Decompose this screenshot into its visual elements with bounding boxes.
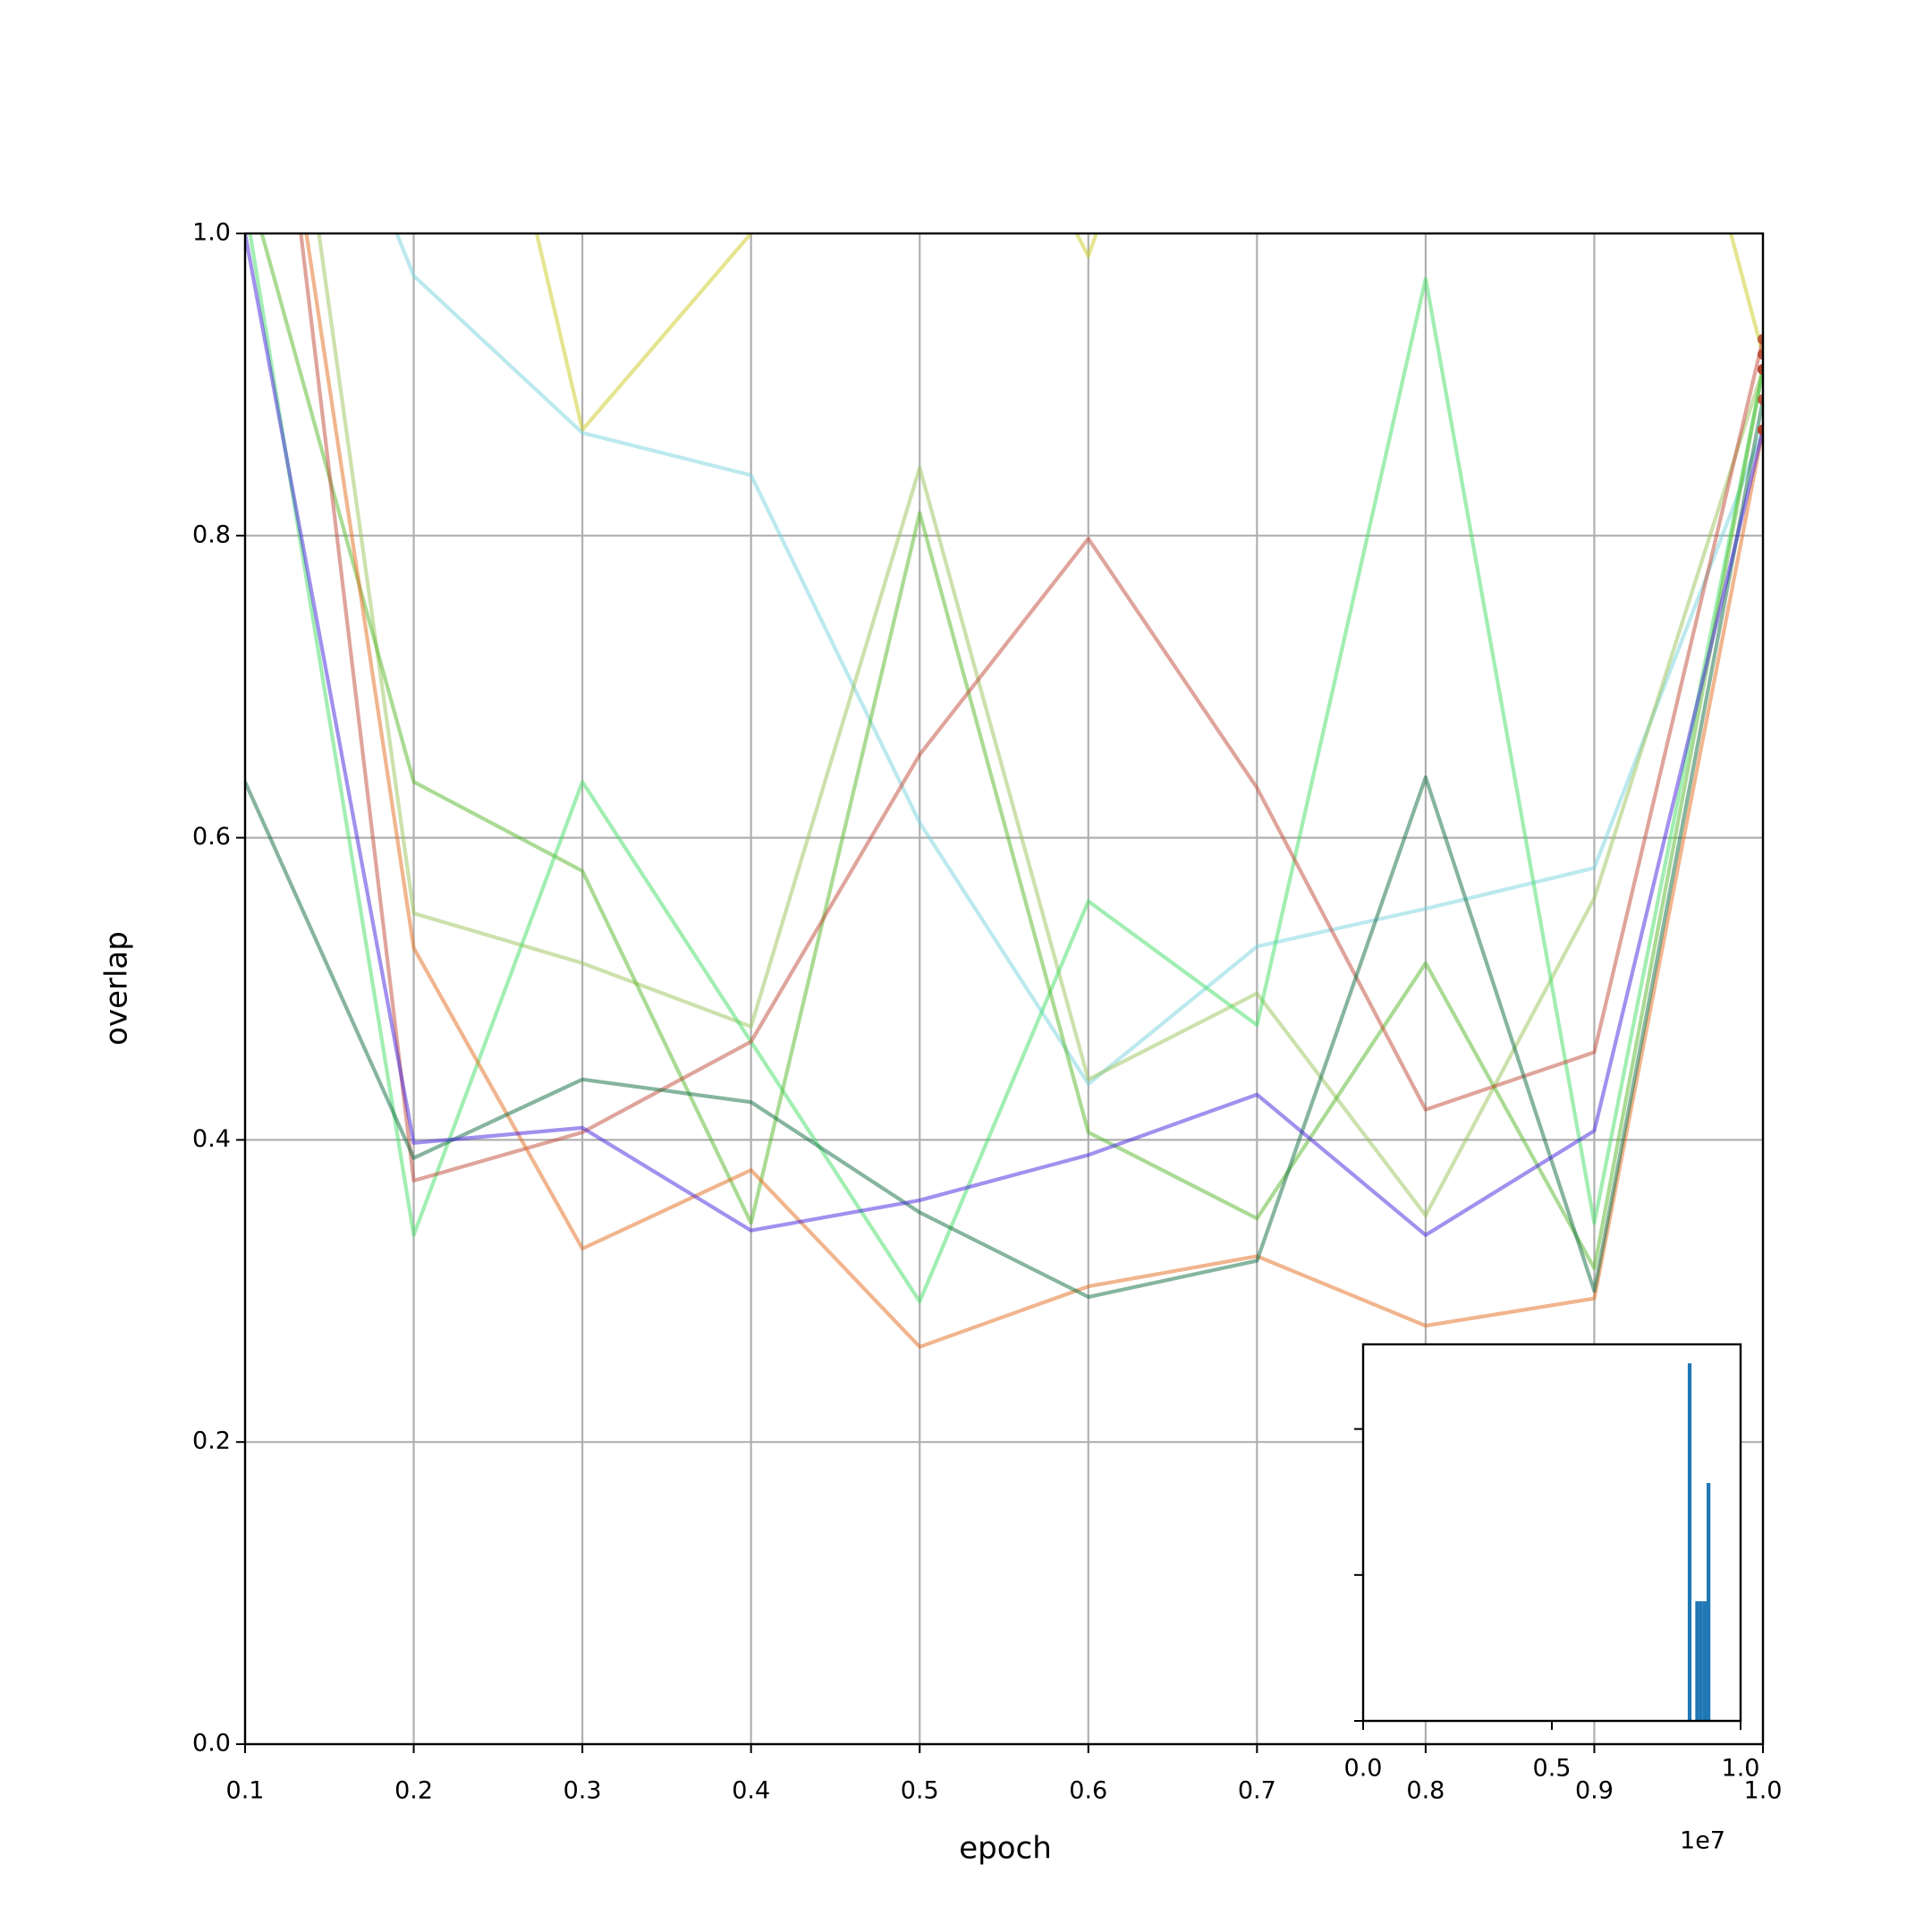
x-tick-label: 0.8 bbox=[1406, 1777, 1445, 1805]
series-line bbox=[317, 233, 1763, 1217]
x-tick-label: 1.0 bbox=[1722, 1755, 1760, 1783]
end-marker bbox=[1758, 394, 1763, 405]
hist-bar bbox=[1687, 1363, 1692, 1721]
x-tick-label: 0.6 bbox=[1069, 1777, 1107, 1805]
y-tick-label: 0.4 bbox=[192, 1125, 231, 1153]
y-tick-label: 0.8 bbox=[192, 521, 231, 548]
series-line bbox=[248, 233, 1763, 1304]
y-tick-label: 0.0 bbox=[192, 1730, 231, 1758]
hist-bar bbox=[1702, 1601, 1707, 1721]
hist-bar bbox=[1699, 1601, 1703, 1721]
x-axis-label: epoch bbox=[959, 1831, 1052, 1867]
hist-bar bbox=[1695, 1601, 1699, 1721]
series-line bbox=[304, 233, 1763, 1349]
series-line bbox=[259, 233, 1763, 1271]
x-tick-label: 0.0 bbox=[1344, 1755, 1383, 1783]
plot-lines bbox=[245, 233, 1763, 1349]
x-tick-label: 0.7 bbox=[1238, 1777, 1276, 1805]
x-tick-label: 0.5 bbox=[1533, 1755, 1572, 1783]
hist-bar bbox=[1707, 1483, 1711, 1721]
y-axis-label: overlap bbox=[99, 931, 135, 1046]
x-tick-label: 1.0 bbox=[1744, 1777, 1783, 1805]
series-line bbox=[245, 233, 1763, 1237]
series-line bbox=[394, 233, 1763, 1087]
end-marker bbox=[1758, 364, 1763, 376]
inset-frame bbox=[1361, 1343, 1742, 1723]
end-marker bbox=[1758, 424, 1763, 436]
series-line bbox=[299, 233, 1763, 1183]
x-tick-label: 0.9 bbox=[1575, 1777, 1614, 1805]
x-tick-label: 0.4 bbox=[732, 1777, 770, 1805]
x-tick-label: 0.5 bbox=[901, 1777, 939, 1805]
y-tick-label: 0.2 bbox=[192, 1428, 231, 1455]
end-marker bbox=[1758, 334, 1763, 345]
y-tick-label: 1.0 bbox=[192, 219, 231, 247]
x-tick-label: 0.2 bbox=[394, 1777, 433, 1805]
axes-frame bbox=[243, 232, 1765, 1746]
end-marker bbox=[1758, 349, 1763, 360]
x-offset-label: 1e7 bbox=[1680, 1827, 1725, 1855]
series-line bbox=[245, 399, 1763, 1300]
x-tick-label: 0.3 bbox=[564, 1777, 602, 1805]
y-tick-label: 0.6 bbox=[192, 823, 231, 851]
x-tick-label: 0.1 bbox=[226, 1777, 265, 1805]
inset-background bbox=[1363, 1344, 1741, 1721]
